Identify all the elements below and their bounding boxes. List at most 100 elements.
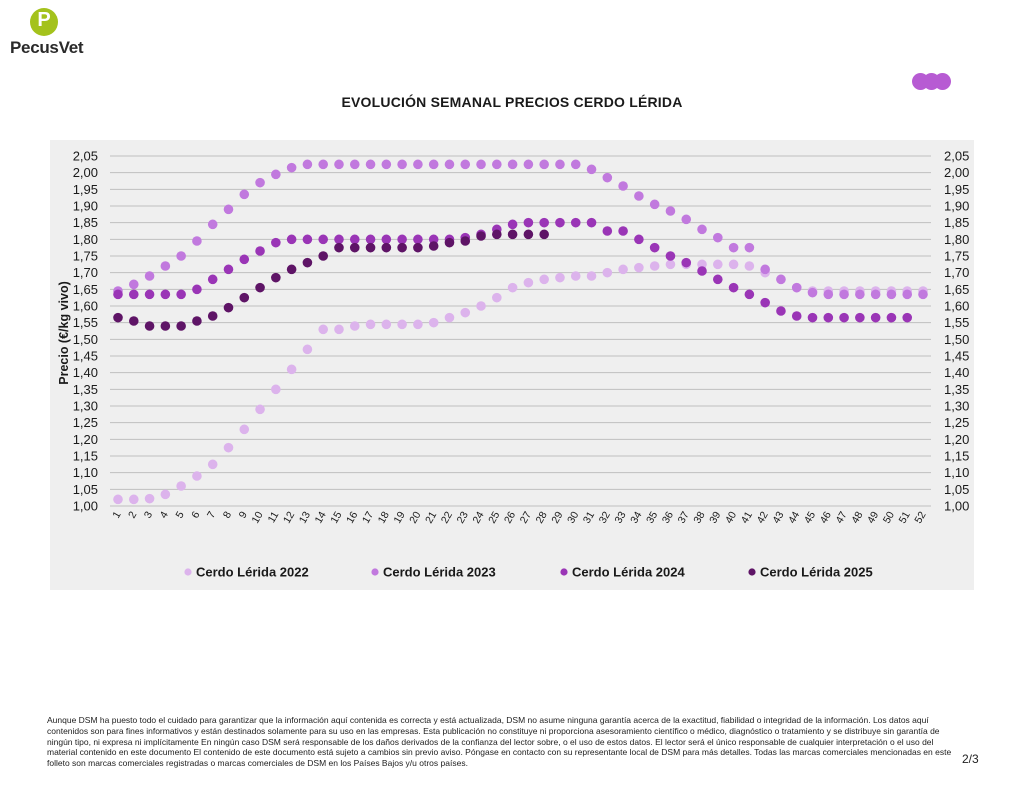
y-tick-label-right: 1,65 [944,282,969,297]
data-point [239,424,250,435]
data-point [381,234,392,245]
legend-label: Cerdo Lérida 2024 [572,565,685,580]
data-point [523,229,534,240]
x-tick-label: 34 [628,509,644,525]
data-point [144,321,155,331]
y-tick-label-left: 1,70 [73,265,98,280]
y-axis-right: 1,00 1,05 1,101,15 1,20 1,251,30 1,35 1,401,45… [944,149,969,514]
x-tick-label: 44 [786,509,802,525]
data-point [744,242,755,253]
data-point [681,214,692,225]
data-point [523,159,534,170]
logo-letter: P [37,9,51,31]
y-tick-label-left: 1,85 [73,215,98,230]
y-tick-label-left: 1,10 [73,465,98,480]
data-point [271,237,281,248]
x-tick-label: 50 [881,509,897,525]
data-point [239,254,250,265]
x-tick-label: 21 [423,509,439,525]
data-point [602,172,613,183]
data-point [271,169,281,180]
y-tick-label-left: 1,45 [73,349,98,364]
data-point [649,242,660,253]
data-point [192,316,202,326]
data-point [492,292,502,303]
y-tick-label-right: 1,75 [944,249,969,264]
y-tick-label-right: 1,60 [944,299,969,314]
data-point [823,289,834,300]
data-point [286,264,297,275]
data-point [492,229,502,240]
data-point [192,471,202,481]
data-point [523,277,534,288]
data-point [397,159,407,170]
x-tick-label: 37 [676,509,692,525]
x-tick-label: 24 [470,509,486,525]
x-tick-label: 19 [391,509,407,525]
legend-label: Cerdo Lérida 2022 [196,565,309,580]
y-tick-label-left: 1,40 [73,365,98,380]
data-point [334,242,344,253]
legend-marker [371,568,379,576]
x-tick-label: 12 [281,509,297,525]
y-tick-label-left: 1,15 [73,449,98,464]
y-tick-label-left: 1,90 [73,199,98,214]
data-point [255,177,265,188]
y-tick-label-right: 1,50 [944,332,969,347]
data-point [539,217,549,228]
data-point [697,259,707,270]
x-tick-label: 13 [297,509,313,525]
data-point [255,404,265,415]
data-point [855,312,865,323]
data-point [460,236,471,246]
x-tick-label: 51 [897,509,913,525]
data-point [886,289,897,300]
data-point [870,312,881,323]
data-point [791,311,802,321]
data-point [176,481,186,491]
data-point [870,289,881,300]
data-point [223,302,234,313]
data-point [413,234,423,245]
x-tick-label: 49 [865,509,881,525]
data-point [302,159,313,170]
y-tick-label-left: 2,00 [73,165,98,180]
page-number: 2/3 [962,752,979,766]
data-point [176,289,186,300]
data-point [223,264,234,275]
y-tick-label-right: 1,90 [944,199,969,214]
legend: Cerdo Lérida 2022 Cerdo Lérida 2023 Cerdo … [184,565,873,580]
data-point [776,274,786,285]
data-point [349,234,360,245]
y-tick-label-right: 1,10 [944,465,969,480]
x-tick-label: 16 [344,509,360,525]
y-tick-label-left: 1,55 [73,315,98,330]
data-point [665,206,676,216]
x-tick-label: 26 [502,509,518,525]
y-tick-label-right: 1,30 [944,399,969,414]
data-point [428,159,439,170]
x-tick-label: 52 [912,509,928,525]
data-point [128,289,139,300]
pecusvet-logo: P PecusVet [10,8,84,60]
chart-panel [50,140,974,590]
x-axis: 1 2 3 4 5 6 7 8 9 10 11 12 13 14 15 16 17 18 19 20 21 22 23 24 2… [110,509,928,525]
data-point [460,159,471,170]
data-point [602,226,613,236]
x-tick-label: 35 [644,509,660,525]
data-point [365,234,376,245]
data-point [807,287,818,298]
data-point [381,159,392,170]
data-point [128,494,139,505]
x-tick-label: 7 [205,509,218,520]
legend-item: Cerdo Lérida 2024 [560,565,685,580]
data-point [760,297,770,308]
data-point [760,264,770,275]
data-point [618,226,628,236]
data-point [318,251,328,261]
x-tick-label: 9 [237,509,250,520]
x-tick-label: 31 [581,509,597,525]
data-point [207,274,218,285]
data-point [192,236,202,246]
x-tick-label: 48 [849,509,865,525]
